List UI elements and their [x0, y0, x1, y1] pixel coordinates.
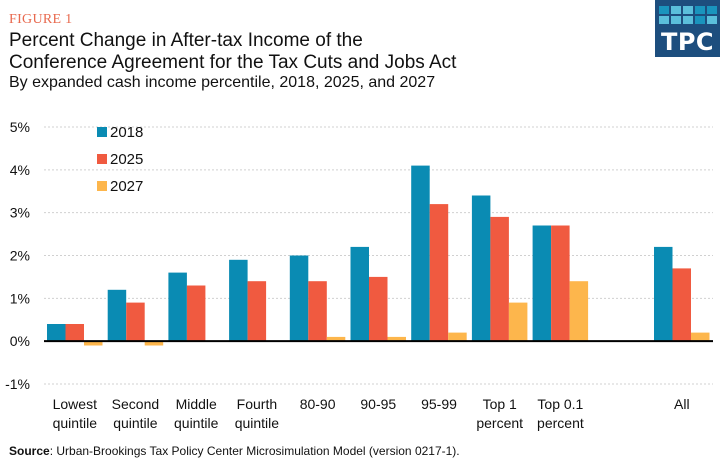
- bar-2018: [168, 272, 187, 342]
- y-tick-label: 2%: [10, 248, 30, 264]
- logo-grid-cell: [659, 16, 669, 24]
- bar-2018: [289, 255, 309, 342]
- legend-item: 2018: [97, 124, 143, 141]
- chart-title: Percent Change in After-tax Income of th…: [9, 30, 629, 74]
- y-tick-label: 1%: [10, 290, 30, 306]
- y-tick-label: 4%: [10, 162, 30, 178]
- legend-swatch: [97, 154, 107, 164]
- bar-2027: [144, 341, 164, 346]
- bars: [47, 165, 710, 346]
- x-category-label: Second: [112, 396, 159, 412]
- bar-2025: [490, 216, 509, 342]
- bar-2025: [65, 324, 84, 342]
- logo-grid-cell: [707, 6, 717, 14]
- x-category-label: quintile: [235, 415, 280, 431]
- chart-title-line-1: Percent Change in After-tax Income of th…: [9, 30, 363, 51]
- bar-2018: [532, 225, 552, 342]
- x-category-label: 90-95: [360, 396, 396, 412]
- bar-2025: [429, 204, 449, 342]
- bar-2018: [229, 259, 248, 342]
- chart-subtitle: By expanded cash income percentile, 2018…: [9, 74, 436, 91]
- figure-label: FIGURE 1: [9, 12, 73, 27]
- bar-2018: [47, 324, 66, 342]
- legend-label: 2018: [110, 124, 143, 141]
- source-label: Source: [9, 444, 50, 458]
- chart-title-line-2: Conference Agreement for the Tax Cuts an…: [9, 52, 457, 73]
- x-category-label: Top 0.1: [537, 396, 583, 412]
- x-category-label: Fourth: [237, 396, 277, 412]
- legend-label: 2025: [110, 151, 143, 168]
- source-note: Source: Urban-Brookings Tax Policy Cente…: [9, 444, 460, 458]
- bar-2027: [387, 336, 406, 342]
- x-category-label: quintile: [53, 415, 98, 431]
- logo-grid-cell: [683, 6, 693, 14]
- logo-grid-cell: [671, 6, 681, 14]
- legend: 2018 2025 2027: [97, 124, 143, 195]
- bar-2027: [569, 281, 589, 342]
- source-text: : Urban-Brookings Tax Policy Center Micr…: [49, 444, 460, 458]
- y-tick-label: 0%: [10, 333, 30, 349]
- logo-grid-cell: [659, 6, 669, 14]
- y-tick-label: -1%: [5, 376, 30, 392]
- x-category-label: quintile: [113, 415, 158, 431]
- logo-text: TPC: [660, 28, 715, 56]
- legend-swatch: [97, 127, 107, 137]
- x-axis-category-labels: Lowest quintile Second quintile Middle quinti…: [53, 396, 690, 431]
- legend-item: 2027: [97, 178, 143, 195]
- bar-2025: [551, 225, 570, 342]
- x-category-label: 80-90: [300, 396, 336, 412]
- bar-2025: [247, 281, 267, 342]
- bar-2027: [691, 332, 710, 342]
- legend-item: 2025: [97, 151, 143, 168]
- tpc-logo: TPC: [655, 0, 720, 57]
- bar-2018: [654, 246, 673, 342]
- bar-2025: [672, 268, 691, 342]
- bar-2018: [471, 195, 491, 342]
- bar-2018: [350, 246, 369, 342]
- y-tick-label: 3%: [10, 205, 30, 221]
- x-category-label: quintile: [174, 415, 219, 431]
- x-category-label: All: [674, 396, 690, 412]
- x-category-label: percent: [537, 415, 584, 431]
- bar-2018: [107, 289, 127, 342]
- logo-grid-icon: [659, 6, 717, 24]
- gridlines: [44, 126, 713, 385]
- logo-grid-cell: [671, 16, 681, 24]
- x-category-label: Top 1: [483, 396, 517, 412]
- legend-label: 2027: [110, 178, 143, 195]
- y-tick-label: 5%: [10, 119, 30, 135]
- bar-2027: [448, 332, 467, 342]
- bar-2025: [126, 302, 145, 342]
- x-category-label: 95-99: [421, 396, 457, 412]
- x-category-label: Lowest: [53, 396, 97, 412]
- y-axis-tick-labels: -1% 0% 1% 2% 3% 4% 5%: [5, 119, 30, 392]
- logo-grid-cell: [683, 16, 693, 24]
- bar-2027: [326, 336, 346, 342]
- bar-2025: [369, 276, 388, 342]
- bar-2025: [186, 285, 206, 342]
- legend-swatch: [97, 181, 107, 191]
- bar-2027: [84, 341, 103, 346]
- bar-2027: [508, 302, 528, 342]
- x-category-label: percent: [476, 415, 523, 431]
- bar-2018: [411, 165, 430, 342]
- logo-grid-cell: [707, 16, 717, 24]
- logo-grid-cell: [695, 16, 705, 24]
- x-category-label: Middle: [176, 396, 217, 412]
- logo-grid-cell: [695, 6, 705, 14]
- bar-2025: [308, 281, 327, 342]
